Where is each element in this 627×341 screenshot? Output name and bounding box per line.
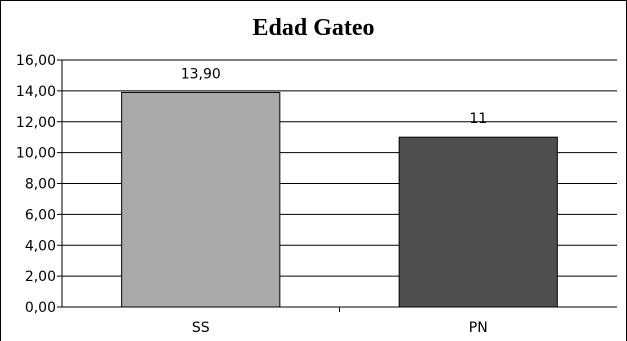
data-label-pn: 11 [469, 111, 487, 127]
data-label-ss: 13,90 [181, 66, 221, 82]
y-tick-label: 10,00 [16, 146, 56, 162]
bar-pn [398, 136, 558, 308]
y-tick-label: 4,00 [25, 238, 56, 254]
y-tick-label: 2,00 [25, 269, 56, 285]
bars [121, 91, 558, 308]
y-tick-label: 14,00 [16, 84, 56, 100]
y-tick-label: 6,00 [25, 207, 56, 223]
category-label-ss: SS [192, 320, 210, 336]
y-tick-label: 0,00 [25, 300, 56, 316]
y-tick-label: 8,00 [25, 177, 56, 193]
chart-title: Edad Gateo [252, 15, 375, 41]
category-label-pn: PN [469, 320, 488, 336]
labels: 0,00 2,00 4,00 6,00 8,00 10,00 12,00 14,00 16,00… [16, 53, 488, 336]
y-tick-label: 16,00 [16, 53, 56, 69]
y-tick-label: 12,00 [16, 115, 56, 131]
bar-ss [121, 91, 281, 308]
